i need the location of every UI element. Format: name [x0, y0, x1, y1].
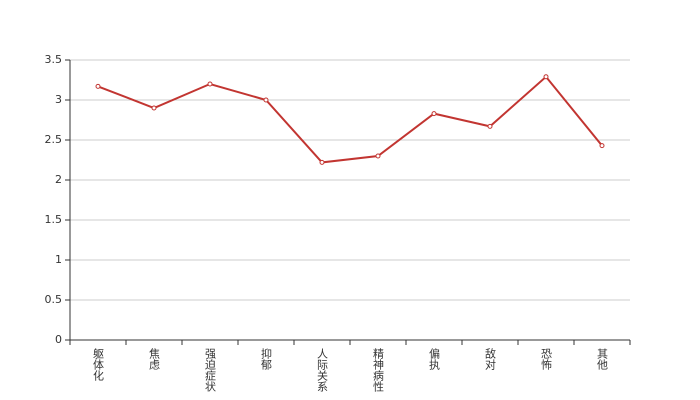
- point: [95, 83, 101, 89]
- y-tick-label: 0: [55, 333, 62, 346]
- x-tick-label: 抑郁: [260, 347, 273, 370]
- y-tick-label: 2: [55, 173, 62, 186]
- y-tick-label: 1.5: [45, 213, 63, 226]
- x-tick-label: 偏执: [428, 347, 441, 371]
- y-tick-label: 3.5: [45, 53, 63, 66]
- y-tick-label: 0.5: [45, 293, 63, 306]
- x-tick-label: 强迫症状: [204, 348, 217, 392]
- x-tick-label: 恐怖: [540, 348, 553, 370]
- x-tick-label: 人际关系: [316, 348, 329, 392]
- point: [487, 123, 493, 129]
- point: [263, 97, 269, 103]
- point: [375, 153, 381, 159]
- x-tick-label: 焦虑: [148, 348, 161, 370]
- x-tick-label: 敌对: [484, 347, 497, 370]
- x-tick-label: 精神病性: [372, 348, 385, 393]
- y-tick-label: 2.5: [45, 133, 63, 146]
- y-tick-label: 1: [55, 253, 62, 266]
- point: [599, 143, 605, 149]
- point: [319, 159, 325, 165]
- point: [151, 105, 157, 111]
- x-tick-label: 躯体化: [92, 348, 105, 382]
- point: [543, 74, 549, 80]
- point: [431, 111, 437, 117]
- x-tick-label: 其他: [596, 348, 609, 370]
- point: [207, 81, 213, 87]
- line: [97, 75, 603, 164]
- y-tick-label: 3: [55, 93, 62, 106]
